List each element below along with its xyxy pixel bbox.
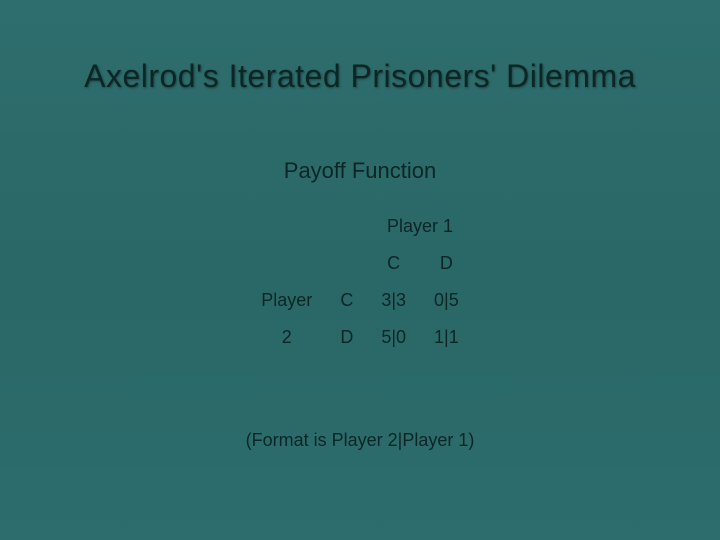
slide-subtitle: Payoff Function	[0, 158, 720, 184]
row-player-label-2: 2	[247, 319, 326, 356]
payoff-table: Player 1 C D Player C 3|3 0|5 2 D 5|0 1|…	[247, 208, 472, 356]
col-player-label: Player 1	[367, 208, 472, 245]
format-note: (Format is Player 2|Player 1)	[0, 430, 720, 451]
cell-cd: 0|5	[420, 282, 473, 319]
row-player-label-1: Player	[247, 282, 326, 319]
slide-title: Axelrod's Iterated Prisoners' Dilemma	[0, 58, 720, 95]
cell-dc: 5|0	[367, 319, 420, 356]
col-header-c: C	[367, 245, 420, 282]
row-header-c: C	[326, 282, 367, 319]
payoff-matrix: Player 1 C D Player C 3|3 0|5 2 D 5|0 1|…	[247, 208, 472, 356]
col-header-d: D	[420, 245, 473, 282]
row-header-d: D	[326, 319, 367, 356]
cell-cc: 3|3	[367, 282, 420, 319]
cell-dd: 1|1	[420, 319, 473, 356]
